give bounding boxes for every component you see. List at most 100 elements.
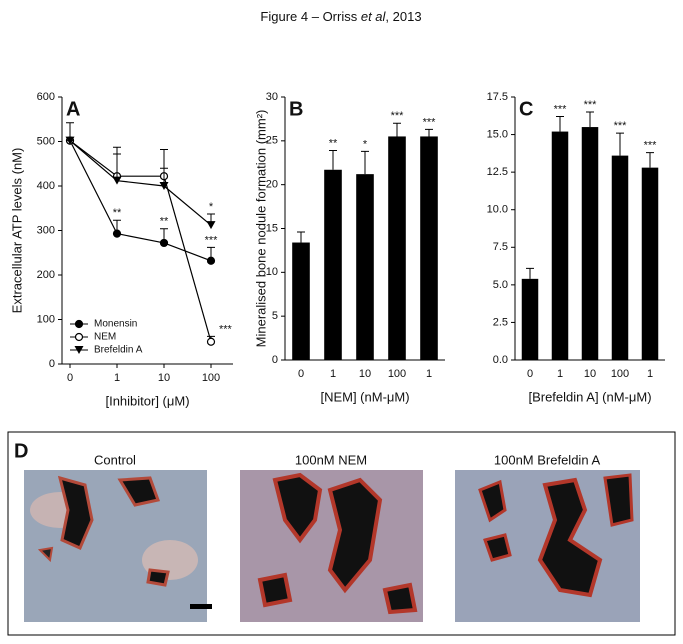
legend-label: Brefeldin A: [94, 345, 143, 356]
micrograph: [240, 470, 423, 622]
y-tick-label: 30: [266, 91, 278, 103]
error-bar: [526, 267, 534, 279]
marker: [159, 182, 169, 190]
y-tick-label: 0: [49, 358, 55, 370]
error-bar: [329, 149, 337, 170]
significance: ***: [614, 120, 628, 132]
x-tick-label: 10: [584, 368, 596, 380]
legend-label: Monensin: [94, 319, 137, 330]
panel-frame: [7, 431, 676, 636]
y-tick-label: 12.5: [487, 166, 508, 178]
error-bar: [616, 132, 624, 156]
bar: [611, 155, 629, 360]
image-caption: 100nM Brefeldin A: [494, 452, 601, 467]
series-line: [69, 140, 212, 262]
marker: [206, 337, 216, 346]
marker: [206, 256, 216, 265]
significance: ***: [644, 140, 658, 152]
y-tick-label: 10.0: [487, 204, 508, 216]
significance: ***: [423, 116, 437, 128]
x-tick-label: 0: [527, 368, 533, 380]
marker: [65, 136, 75, 145]
y-tick-label: 0: [272, 354, 278, 366]
error-bar: [361, 150, 369, 175]
bar: [521, 278, 539, 360]
legend-label: NEM: [94, 332, 116, 343]
panel-d: D Control 100nM NEM 100nM Brefeldin A: [7, 431, 676, 636]
panel-label: A: [66, 98, 80, 120]
significance: *: [363, 138, 368, 150]
image-caption: Control: [94, 452, 136, 467]
x-tick-label: 100: [611, 368, 629, 380]
significance: **: [113, 207, 122, 219]
figure-title: Figure 4 – Orriss et al, 2013: [260, 9, 421, 24]
y-tick-label: 5.0: [493, 279, 508, 291]
x-tick-label: 0: [67, 372, 73, 384]
micrograph: [455, 470, 640, 622]
legend-marker: [74, 346, 84, 354]
x-tick-label: 100: [202, 372, 220, 384]
title-part: et al: [361, 9, 387, 24]
error-bar: [646, 152, 654, 168]
marker: [159, 238, 169, 248]
x-tick-label: 1: [647, 368, 653, 380]
bar: [420, 136, 438, 360]
bar: [388, 136, 406, 360]
bar: [324, 169, 342, 360]
x-tick-label: 1: [557, 368, 563, 380]
y-tick-label: 2.5: [493, 316, 508, 328]
y-axis-label: Extracellular ATP levels (nM): [9, 148, 24, 314]
y-tick-label: 25: [266, 135, 278, 147]
significance: **: [329, 137, 338, 149]
y-tick-label: 15.0: [487, 128, 508, 140]
x-axis-label: [Brefeldin A] (nM-μM): [528, 389, 651, 404]
y-tick-label: 0.0: [493, 354, 508, 366]
significance: **: [160, 216, 169, 228]
marker: [112, 176, 122, 185]
x-axis-label: [NEM] (nM-μM): [320, 389, 409, 404]
x-tick-label: 10: [158, 372, 170, 384]
x-tick-label: 100: [388, 368, 406, 380]
series-line: [69, 140, 212, 342]
x-tick-label: 0: [298, 368, 304, 380]
significance: ***: [554, 103, 568, 115]
error-bar: [586, 111, 594, 128]
panel-label: B: [289, 98, 303, 120]
micrograph: [24, 470, 212, 622]
image-caption: 100nM NEM: [295, 452, 367, 467]
bar: [641, 167, 659, 360]
y-tick-label: 200: [37, 269, 55, 281]
significance: ***: [205, 234, 219, 246]
error-bar: [113, 146, 121, 181]
x-tick-label: 1: [426, 368, 432, 380]
series-line: [69, 140, 212, 226]
error-bar: [425, 128, 433, 137]
x-tick-label: 1: [330, 368, 336, 380]
title-part: , 2013: [385, 9, 421, 24]
marker: [112, 229, 122, 238]
y-tick-label: 17.5: [487, 91, 508, 103]
bar: [292, 242, 310, 360]
y-tick-label: 5: [272, 310, 278, 322]
y-tick-label: 400: [37, 180, 55, 192]
y-tick-label: 7.5: [493, 241, 508, 253]
y-tick-label: 500: [37, 135, 55, 147]
error-bar: [393, 122, 401, 137]
y-tick-label: 600: [37, 91, 55, 103]
x-axis-label: [Inhibitor] (μM): [105, 393, 189, 408]
significance: ***: [391, 110, 405, 122]
y-tick-label: 300: [37, 224, 55, 236]
y-tick-label: 10: [266, 266, 278, 278]
significance: ***: [584, 99, 598, 111]
bar: [356, 174, 374, 360]
marker: [206, 221, 216, 230]
legend-marker: [74, 319, 84, 329]
bar: [581, 127, 599, 360]
significance: *: [209, 201, 214, 213]
panel-label: D: [14, 440, 28, 462]
panel-label: C: [519, 98, 533, 120]
y-tick-label: 100: [37, 313, 55, 325]
x-tick-label: 10: [359, 368, 371, 380]
y-tick-label: 20: [266, 179, 278, 191]
